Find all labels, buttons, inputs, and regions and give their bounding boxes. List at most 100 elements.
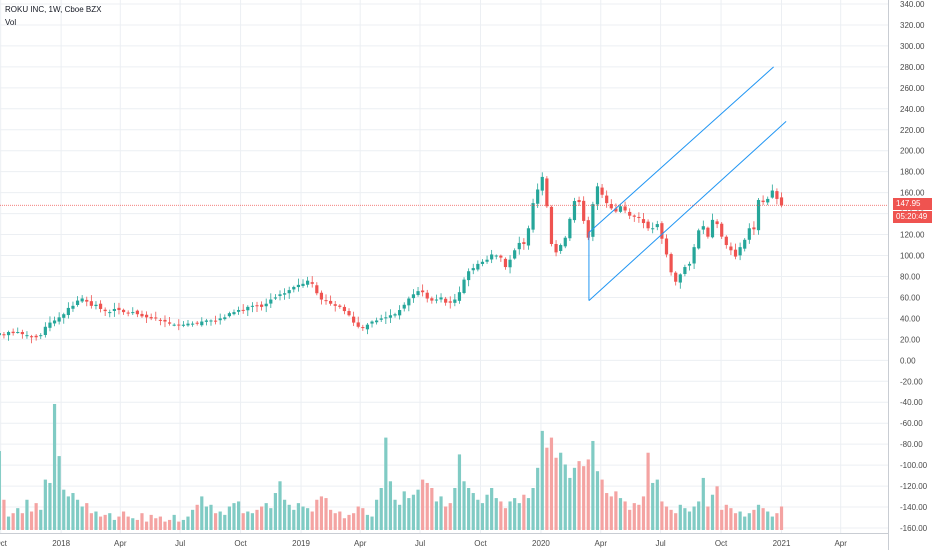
candle-body [352,316,356,323]
volume-bar [743,516,747,530]
volume-bar [448,503,452,530]
candle-body [241,309,245,311]
candle-body [720,223,724,237]
volume-bar [200,496,204,530]
volume-bar [678,504,682,530]
volume-bar [195,504,199,530]
volume-bar [416,489,420,530]
volume-bar [453,488,457,530]
price-axis[interactable]: 340.00 320.00 300.00 280.00 260.00 240.00 220.… [900,0,928,533]
candle-body [559,245,563,251]
volume-bar [747,513,751,530]
price-tick-label: 120.00 [900,231,925,240]
time-tick-label: 2021 [773,539,791,548]
volume-bar [646,452,650,530]
volume-bar [664,506,669,530]
candle-body [549,206,554,244]
volume-bar [692,506,696,530]
candle-body [398,310,402,316]
time-tick-label: Oct [234,539,247,548]
candle-body [425,292,429,299]
time-tick-label: 2019 [292,539,310,548]
candle-body [407,298,411,306]
volume-bar [39,509,43,530]
candle-body [52,320,57,324]
candle-body [287,290,291,294]
candle-body [135,310,139,315]
volume-bar [494,498,498,530]
volume-bar [503,508,508,530]
candle-body [522,242,526,244]
volume-bar [586,459,590,530]
candle-body [614,208,618,212]
candle-body [227,313,231,317]
volume-bar [16,508,20,530]
candle-body [388,315,393,318]
channel-upper-line[interactable] [588,66,774,233]
volume-bar [738,511,742,530]
candle-body [190,323,195,325]
volume-bar [255,509,259,530]
price-tick-label: 300.00 [900,42,925,51]
candle-body [743,239,747,249]
candle-body [163,319,167,322]
candle-body [121,309,126,313]
volume-bar [674,513,678,530]
volume-bar [154,518,158,530]
candle-body [149,317,153,319]
volume-bar [144,521,149,530]
volume-bar [393,499,397,530]
volume-bar [236,501,241,530]
candle-body [108,312,112,314]
volume-bar [20,513,24,530]
candle-body [181,324,185,326]
candle-body [62,314,66,318]
candle-body [144,314,149,318]
volume-bar [379,488,383,530]
candle-body [71,305,75,309]
candle-body [756,199,761,231]
candle-body [301,283,305,286]
candle-body [379,318,383,320]
volume-bar [508,501,512,530]
volume-bar [264,503,268,530]
volume-legend[interactable]: Vol [5,18,17,27]
volume-bar [98,516,103,530]
volume-bar [283,499,287,530]
symbol-legend[interactable]: ROKU INC, 1W, Cboe BZX [5,5,102,14]
volume-bar [457,454,462,530]
volume-bar [425,482,429,530]
candle-body [664,238,669,255]
candle-body [674,272,678,282]
channel-lower-line[interactable] [588,121,787,301]
candle-body [117,307,121,311]
volume-bar [278,481,282,530]
candle-body [531,203,535,230]
volume-bar [729,508,733,530]
volume-bar [439,496,443,530]
volume-bar [582,466,586,530]
volume-bar [669,509,673,530]
volume-bar [356,506,360,530]
volume-bar [388,481,393,530]
candle-body [733,249,738,257]
volume-bar [480,503,485,530]
candle-body [471,268,475,271]
candle-body [655,224,659,228]
time-axis[interactable]: Oct 2018 Apr Jul Oct 2019 Apr Jul Oct 2020 Apr Jul O… [0,539,847,548]
candle-body [706,227,710,237]
candle-body [710,219,715,238]
time-tick-label: Apr [595,539,608,548]
candle-body [204,320,208,322]
volume-bar [697,501,701,530]
price-tick-label: 40.00 [900,314,921,323]
volume-bar [577,461,581,530]
volume-bar [407,498,411,530]
candle-body [154,317,158,319]
candle-body [572,201,577,221]
volume-bar [158,516,162,530]
candle-body [292,286,296,290]
candle-body [683,267,687,274]
volume-bar [637,504,641,530]
